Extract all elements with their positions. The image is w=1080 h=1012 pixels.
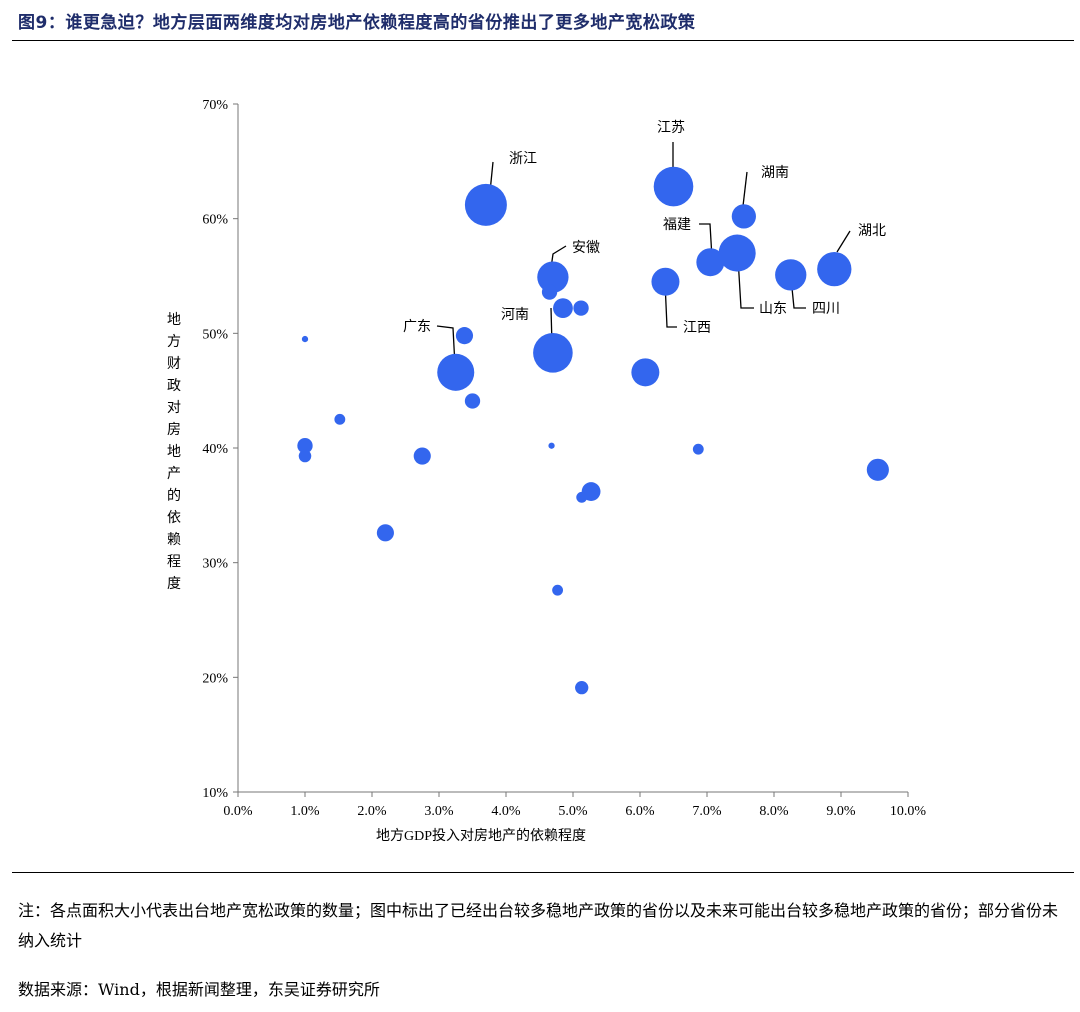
leader-湖南	[742, 171, 748, 207]
bubble	[298, 449, 312, 463]
y-tick-label: 20%	[202, 671, 228, 686]
bubble	[576, 491, 588, 503]
y-axis-title-char: 地	[167, 444, 181, 460]
notes-divider	[12, 872, 1074, 873]
bubble	[552, 584, 564, 596]
y-axis-title-char: 赖	[167, 532, 181, 548]
x-tick-label: 4.0%	[491, 804, 521, 819]
x-tick-label: 7.0%	[692, 804, 722, 819]
label-四川: 四川	[812, 302, 840, 317]
title-divider	[12, 40, 1074, 41]
y-axis-title-char: 依	[167, 510, 181, 526]
x-tick-label: 1.0%	[290, 804, 320, 819]
x-tick-label: 6.0%	[625, 804, 655, 819]
bubble	[455, 327, 474, 345]
bubble	[413, 447, 431, 465]
x-tick-label: 8.0%	[759, 804, 789, 819]
y-axis-title-char: 财	[167, 356, 181, 372]
bubble	[297, 438, 313, 454]
x-tick-label: 2.0%	[357, 804, 387, 819]
bubble-湖北	[817, 251, 852, 287]
bubble-series	[297, 166, 889, 695]
bubble	[866, 458, 889, 481]
y-tick-label: 40%	[202, 442, 228, 457]
y-axis-title-char: 房	[167, 422, 181, 438]
chart-ticks: 0.0% 1.0% 2.0% 3.0% 4.0% 5.0% 6.0% 7.0% 8.0% 9.0%…	[202, 98, 926, 819]
label-江苏: 江苏	[657, 120, 685, 136]
x-tick-label: 10.0%	[890, 804, 927, 819]
x-tick-label: 3.0%	[424, 804, 454, 819]
bubble	[334, 413, 346, 425]
y-tick-label: 50%	[202, 327, 228, 342]
chart-axes	[237, 104, 908, 793]
x-tick-label: 0.0%	[223, 804, 253, 819]
bubble	[573, 300, 589, 316]
leader-湖北	[836, 230, 851, 253]
figure-title: 图9：谁更急迫？地方层面两维度均对房地产依赖程度高的省份推出了更多地产宽松政策	[18, 13, 696, 33]
y-axis-title-char: 产	[167, 466, 181, 482]
bubble-湖南	[731, 204, 756, 229]
x-axis-title: 地方GDP投入对房地产的依赖程度	[376, 828, 586, 844]
bubble	[541, 284, 558, 300]
y-axis-title-char: 方	[167, 334, 181, 350]
label-浙江: 浙江	[509, 151, 537, 167]
bubble-山东	[718, 234, 756, 272]
leader-山东	[737, 257, 754, 309]
bubble-广东	[437, 353, 475, 391]
y-axis-title-char: 地	[167, 312, 181, 328]
label-山东: 山东	[759, 301, 787, 317]
bubble-安徽	[537, 261, 569, 293]
bubble-江苏	[653, 166, 694, 207]
y-axis-title-char: 对	[167, 400, 181, 416]
figure-note: 注：各点面积大小代表出台地产宽松政策的数量；图中标出了已经出台较多稳地产政策的省…	[18, 901, 1059, 950]
bubble	[464, 393, 481, 409]
leader-福建	[699, 223, 713, 259]
y-axis-title-char: 的	[167, 488, 181, 504]
label-江西: 江西	[683, 320, 711, 336]
bubble-河南	[533, 333, 573, 373]
y-tick-label: 60%	[202, 213, 228, 228]
y-axis-title-char: 政	[167, 378, 181, 394]
bubble	[553, 298, 573, 319]
bubble	[301, 335, 309, 343]
label-湖南: 湖南	[761, 165, 789, 181]
bubble-江西	[651, 267, 680, 296]
bubble-四川	[775, 259, 807, 291]
leader-江西	[664, 281, 677, 328]
leader-广东	[436, 325, 456, 367]
label-福建: 福建	[663, 217, 691, 233]
y-tick-label: 30%	[202, 557, 228, 572]
bubble	[376, 524, 394, 542]
y-tick-label: 70%	[202, 98, 228, 113]
label-安徽: 安徽	[572, 240, 600, 256]
figure-source: 数据来源：Wind，根据新闻整理，东吴证券研究所	[18, 980, 380, 999]
bubble	[575, 681, 589, 695]
x-tick-label: 9.0%	[826, 804, 856, 819]
bubble-chart: 0.0% 1.0% 2.0% 3.0% 4.0% 5.0% 6.0% 7.0% 8.0% 9.0%…	[167, 98, 926, 844]
x-tick-label: 5.0%	[558, 804, 588, 819]
label-广东: 广东	[403, 319, 431, 335]
bubble	[692, 443, 704, 455]
y-axis-title-char: 度	[167, 576, 181, 592]
bubble	[548, 442, 555, 449]
label-湖北: 湖北	[858, 223, 886, 239]
y-tick-label: 10%	[202, 786, 228, 801]
label-河南: 河南	[501, 307, 529, 323]
bubble-福建	[696, 248, 725, 277]
bubble-浙江	[464, 183, 507, 226]
bubble	[631, 358, 660, 387]
y-axis-title-char: 程	[167, 554, 181, 570]
